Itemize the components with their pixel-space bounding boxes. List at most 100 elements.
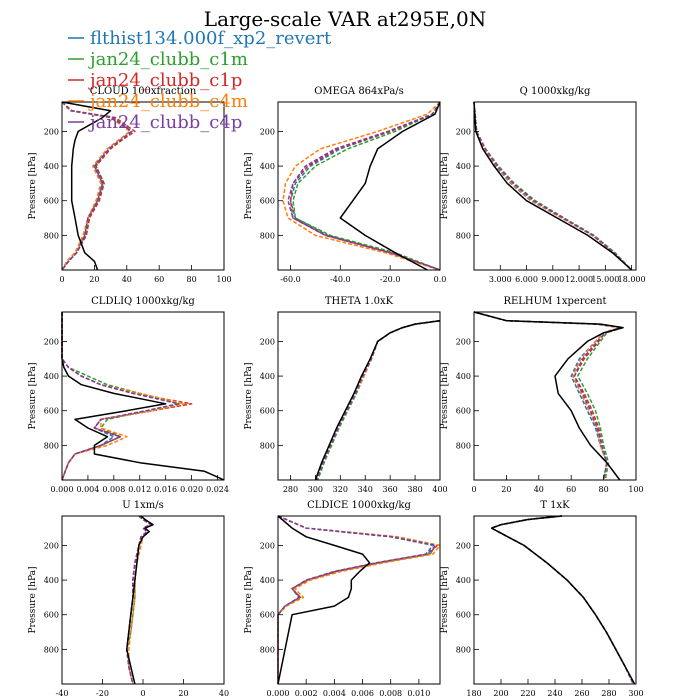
series-line-jan24_clubb_c1p [473, 101, 633, 271]
y-axis-label: Pressure [hPa] [244, 152, 254, 219]
y-tick-label: 200 [44, 127, 59, 136]
y-axis-label: Pressure [hPa] [244, 362, 254, 429]
series-line-jan24_clubb_c4p [315, 319, 441, 481]
y-tick-label: 200 [456, 337, 471, 346]
x-tick-label: 12.000 [565, 275, 593, 284]
y-tick-label: 200 [44, 541, 59, 550]
series-line-reference [61, 101, 112, 271]
x-tick-label: 0.008 [379, 689, 402, 698]
series-line-jan24_clubb_c4m [315, 319, 441, 481]
x-tick-label: 80 [599, 485, 609, 494]
series-line-jan24_clubb_c1m [473, 311, 624, 481]
panel-title: CLDICE 1000xkg/kg [307, 500, 411, 511]
x-tick-label: 0.016 [154, 485, 177, 494]
y-tick-label: 600 [456, 197, 471, 206]
y-axis-label: Pressure [hPa] [28, 566, 38, 633]
y-tick-label: 200 [456, 127, 471, 136]
plot-frame [473, 515, 637, 685]
y-tick-label: 800 [44, 441, 59, 450]
x-tick-label: 18.000 [618, 275, 646, 284]
panel-title: RELHUM 1xpercent [503, 296, 606, 307]
y-tick-label: 600 [456, 407, 471, 416]
x-tick-label: 0.000 [267, 689, 290, 698]
plot-frame [473, 311, 637, 481]
x-tick-label: 380 [407, 485, 422, 494]
x-tick-label: 20 [178, 689, 188, 698]
series-line-jan24_clubb_c4m [473, 101, 633, 271]
x-tick-label: 0 [59, 275, 64, 284]
panel-0: CLOUD 100xfraction 0 20 40 60 80 100 200 400 600 8… [28, 86, 232, 284]
panel-7: CLDICE 1000xkg/kg 0.000 0.002 0.004 0.006 0.0… [244, 500, 441, 698]
x-tick-label: 0.000 [51, 485, 74, 494]
panel-title: Q 1000xkg/kg [520, 86, 591, 97]
figure-title: Large-scale VAR at295E,0N [204, 7, 486, 31]
y-tick-label: 400 [456, 372, 471, 381]
x-tick-label: 300 [308, 485, 323, 494]
panel-5: RELHUM 1xpercent 0 20 40 60 80 100 200 400 600 800… [440, 296, 644, 494]
x-tick-label: 240 [547, 689, 562, 698]
y-tick-label: 800 [44, 231, 59, 240]
x-tick-label: 40 [219, 689, 229, 698]
y-axis-label: Pressure [hPa] [244, 566, 254, 633]
panel-title: CLOUD 100xfraction [90, 86, 197, 97]
y-tick-label: 200 [44, 337, 59, 346]
legend-entry: jan24_clubb_c4m [88, 91, 248, 112]
x-tick-label: -40.0 [330, 275, 351, 284]
y-tick-label: 400 [260, 162, 275, 171]
y-tick-label: 800 [456, 231, 471, 240]
series-line-jan24_clubb_c1m [61, 312, 180, 481]
x-tick-label: 300 [628, 689, 643, 698]
x-tick-label: 220 [520, 689, 535, 698]
y-tick-label: 400 [44, 576, 59, 585]
y-tick-label: 200 [260, 337, 275, 346]
series-line-jan24_clubb_c1p [126, 515, 152, 685]
x-tick-label: 320 [333, 485, 348, 494]
series-line-flthist134.000f_xp2_revert [315, 319, 441, 481]
series-line-reference [473, 311, 624, 481]
x-tick-label: 260 [574, 689, 589, 698]
y-tick-label: 200 [456, 541, 471, 550]
y-tick-label: 400 [456, 576, 471, 585]
x-tick-label: 360 [383, 485, 398, 494]
y-tick-label: 800 [456, 645, 471, 654]
x-tick-label: 60 [154, 275, 164, 284]
x-tick-label: 9.000 [541, 275, 564, 284]
series-line-jan24_clubb_c4p [277, 515, 437, 684]
series-line-jan24_clubb_c4m [490, 515, 634, 685]
x-tick-label: 180 [466, 689, 481, 698]
panel-title: CLDLIQ 1000xkg/kg [91, 296, 195, 307]
y-tick-label: 400 [44, 162, 59, 171]
x-tick-label: 0 [140, 689, 145, 698]
plot-frame [277, 101, 441, 271]
x-tick-label: -20 [96, 689, 109, 698]
panel-title: U 1xm/s [122, 500, 164, 511]
x-tick-label: 0.002 [295, 689, 318, 698]
x-tick-label: 0.004 [323, 689, 346, 698]
panel-6: U 1xm/s -40 -20 0 20 40 200 400 600 800 Pressure [… [28, 500, 229, 698]
series-line-jan24_clubb_c4p [126, 515, 152, 685]
y-tick-label: 800 [260, 645, 275, 654]
y-axis-label: Pressure [hPa] [440, 152, 450, 219]
y-axis-label: Pressure [hPa] [28, 362, 38, 429]
series-line-reference [490, 515, 636, 685]
series-line-jan24_clubb_c4m [61, 101, 131, 271]
plot-frame [61, 101, 225, 271]
y-tick-label: 600 [44, 611, 59, 620]
series-line-jan24_clubb_c1m [292, 101, 441, 271]
x-tick-label: 340 [358, 485, 373, 494]
panel-title: THETA 1.0xK [325, 296, 394, 307]
y-tick-label: 200 [260, 127, 275, 136]
y-axis-label: Pressure [hPa] [440, 362, 450, 429]
x-tick-label: 60 [566, 485, 576, 494]
legend-entry: jan24_clubb_c1p [88, 70, 242, 91]
y-tick-label: 800 [260, 441, 275, 450]
plot-frame [61, 311, 225, 481]
series-line-jan24_clubb_c1p [490, 515, 634, 685]
y-tick-label: 600 [260, 611, 275, 620]
y-tick-label: 800 [260, 231, 275, 240]
x-tick-label: 0.008 [102, 485, 125, 494]
series-line-reference [277, 515, 371, 685]
series-line-jan24_clubb_c1m [490, 515, 634, 685]
y-tick-label: 600 [260, 407, 275, 416]
